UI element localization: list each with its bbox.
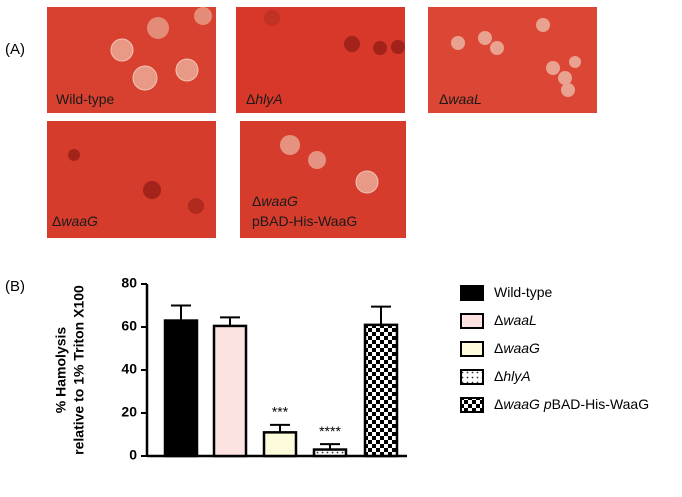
label-part: waaG xyxy=(61,213,98,229)
label-part: Wild-type xyxy=(56,91,115,107)
label-part: pBAD-His-WaaG xyxy=(252,213,357,229)
legend-swatch xyxy=(460,369,484,385)
legend-swatch xyxy=(460,341,484,357)
y-axis-label: relative to 1% Triton X100 xyxy=(71,285,87,455)
label-part: BAD-His-WaaG xyxy=(552,396,650,412)
label-part: hlyA xyxy=(503,368,530,384)
legend-swatch xyxy=(460,313,484,329)
legend-label: ΔwaaG pBAD-His-WaaG xyxy=(494,396,649,412)
plates xyxy=(47,7,597,238)
label-part: Δ xyxy=(494,368,503,384)
bar xyxy=(312,448,348,458)
label-part: waaG xyxy=(503,340,540,356)
y-tick-label: 0 xyxy=(129,447,137,463)
label-part: waaG xyxy=(261,193,298,209)
panel-letter: (A) xyxy=(5,41,25,58)
label-part: Δ xyxy=(246,91,255,107)
plate-label: Wild-type xyxy=(56,91,115,107)
label-part: waaL xyxy=(503,312,536,328)
y-tick-label: 20 xyxy=(121,404,137,420)
label-part: Δ xyxy=(252,193,261,209)
label-part: Δ xyxy=(494,396,503,412)
y-tick-label: 40 xyxy=(121,361,137,377)
significance: **** xyxy=(319,423,341,439)
plate-label: pBAD-His-WaaG xyxy=(252,213,357,229)
legend-label: ΔwaaG xyxy=(494,340,540,356)
y-tick-label: 80 xyxy=(121,275,137,291)
legend-swatch xyxy=(460,397,484,413)
plate-label: ΔwaaL xyxy=(439,91,482,107)
label-part: waaG xyxy=(503,396,540,412)
legend-label: ΔwaaL xyxy=(494,312,537,328)
plate-label: ΔwaaG xyxy=(52,213,98,229)
label-part: Δ xyxy=(52,213,61,229)
bar xyxy=(262,431,298,458)
bar xyxy=(212,324,248,458)
plate-label: ΔhlyA xyxy=(246,91,283,107)
panel-letter: (B) xyxy=(5,278,25,295)
legend-swatch xyxy=(460,285,484,301)
label-part: Δ xyxy=(494,340,503,356)
label-part: p xyxy=(543,396,552,412)
label-part: Wild-type xyxy=(494,284,553,300)
y-tick-label: 60 xyxy=(121,318,137,334)
significance: *** xyxy=(272,404,289,420)
plate-label: ΔwaaG xyxy=(252,193,298,209)
y-axis-label: % Hamolysis xyxy=(53,327,69,414)
label-part: waaL xyxy=(448,91,481,107)
label-part: Δ xyxy=(439,91,448,107)
label-part: hlyA xyxy=(255,91,282,107)
legend-label: Wild-type xyxy=(494,284,553,300)
legend-label: ΔhlyA xyxy=(494,368,531,384)
label-part: Δ xyxy=(494,312,503,328)
bar xyxy=(363,323,399,458)
bar xyxy=(163,319,199,458)
